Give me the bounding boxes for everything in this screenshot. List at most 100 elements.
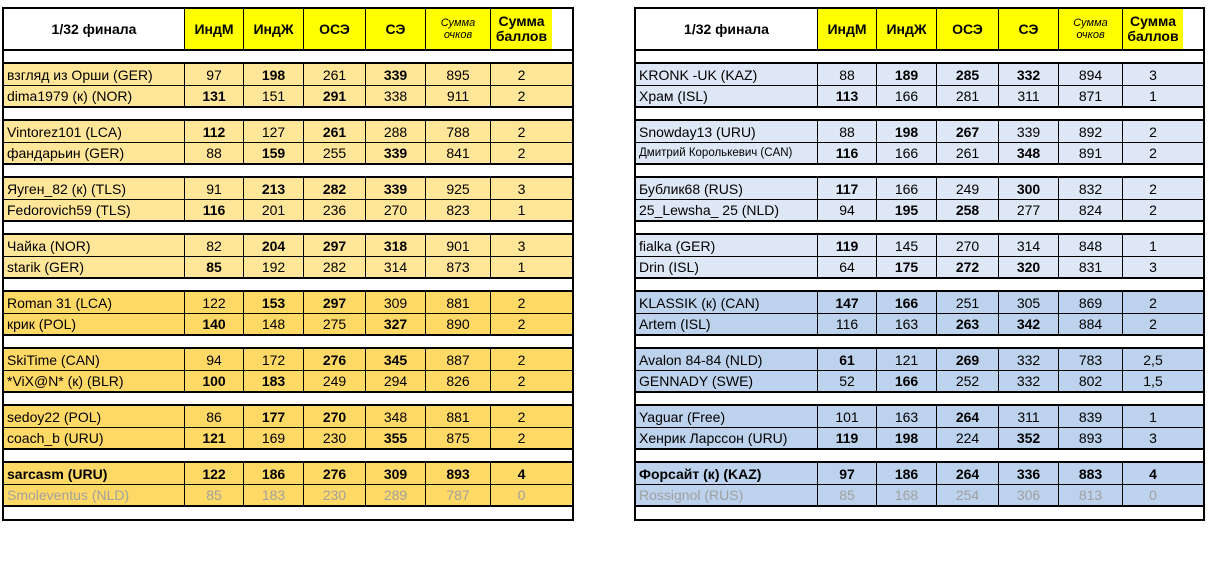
participant-name: Хенрик Ларссон (URU) [636, 428, 818, 448]
score-sum: 2 [517, 408, 526, 425]
ind-w-score: 192 [244, 257, 304, 277]
ind-w-score: 121 [877, 349, 937, 370]
ind-w-score: 189 [877, 64, 937, 85]
row-gap [4, 450, 572, 461]
ose-score: 272 [937, 257, 999, 277]
se-score: 342 [999, 314, 1059, 334]
participant-name: Drin (ISL) [636, 257, 818, 277]
ind-m-score: 131 [185, 86, 244, 106]
score-sum: 3 [517, 237, 526, 254]
row-gap [636, 507, 1203, 519]
ose-score: 263 [937, 314, 999, 334]
row-gap [636, 279, 1203, 290]
ind-m-score: 117 [818, 178, 877, 199]
points-sum: 925 [426, 178, 491, 199]
participant-name: SkiTime (CAN) [4, 349, 185, 370]
ind-w-score: 166 [877, 86, 937, 106]
score-sum: 1,5 [1143, 373, 1163, 389]
row-gap [636, 450, 1203, 461]
header-stage: 1/32 финала [636, 9, 818, 49]
header-col-1: ИндЖ [877, 9, 937, 49]
participant-name: Чайка (NOR) [4, 235, 185, 256]
points-sum: 871 [1059, 86, 1123, 106]
ose-score: 230 [304, 428, 366, 448]
ind-m-score: 82 [185, 235, 244, 256]
points-sum: 883 [1059, 463, 1123, 484]
ind-w-score: 177 [244, 406, 304, 427]
row-gap [636, 336, 1203, 347]
se-score: 294 [366, 371, 426, 391]
row-gap [4, 393, 572, 404]
se-score: 332 [999, 349, 1059, 370]
ose-score: 252 [937, 371, 999, 391]
participant-name: Vintorez101 (LCA) [4, 121, 185, 142]
participant-name: Snowday13 (URU) [636, 121, 818, 142]
se-score: 300 [999, 178, 1059, 199]
match-pair: KRONK -UK (KAZ) 88 189 285 332 894 3 Храм (ISL)… [636, 62, 1203, 108]
ose-score: 230 [304, 485, 366, 505]
score-sum: 2 [1149, 316, 1157, 332]
ose-score: 285 [937, 64, 999, 85]
ind-m-score: 88 [818, 121, 877, 142]
match-pair: SkiTime (CAN) 94 172 276 345 887 2 *ViX@N* (к) … [4, 347, 572, 393]
se-score: 332 [999, 371, 1059, 391]
match-pair: Яуген_82 (к) (TLS) 91 213 282 339 925 3 Fedorov… [4, 176, 572, 222]
se-score: 348 [999, 143, 1059, 163]
score-sum: 1 [517, 259, 526, 275]
ind-w-score: 201 [244, 200, 304, 220]
header-sum-score: Сумма баллов [491, 9, 552, 49]
se-score: 320 [999, 257, 1059, 277]
points-sum: 892 [1059, 121, 1123, 142]
score-sum: 1 [1149, 88, 1157, 104]
ind-m-score: 116 [818, 314, 877, 334]
score-sum: 4 [517, 465, 526, 482]
points-sum: 824 [1059, 200, 1123, 220]
points-sum: 895 [426, 64, 491, 85]
se-score: 332 [999, 64, 1059, 85]
ind-w-score: 213 [244, 178, 304, 199]
ind-m-score: 122 [185, 463, 244, 484]
ose-score: 261 [937, 143, 999, 163]
header-stage: 1/32 финала [4, 9, 185, 49]
ind-w-score: 183 [244, 371, 304, 391]
ind-m-score: 94 [185, 349, 244, 370]
ose-score: 269 [937, 349, 999, 370]
ind-w-score: 195 [877, 200, 937, 220]
score-sum: 3 [1149, 259, 1157, 275]
points-sum: 823 [426, 200, 491, 220]
match-pair: Форсайт (к) (KAZ) 97 186 264 336 883 4 Rossigno… [636, 461, 1203, 507]
participant-name: KRONK -UK (KAZ) [636, 64, 818, 85]
ose-score: 254 [937, 485, 999, 505]
ind-m-score: 94 [818, 200, 877, 220]
ose-score: 249 [304, 371, 366, 391]
participant-name: sedoy22 (POL) [4, 406, 185, 427]
ind-w-score: 148 [244, 314, 304, 334]
participant-name: *ViX@N* (к) (BLR) [4, 371, 185, 391]
score-sum: 0 [517, 487, 526, 503]
header-pts-line2: баллов [495, 28, 548, 44]
se-score: 339 [366, 143, 426, 163]
se-score: 336 [999, 463, 1059, 484]
match-pair: Vintorez101 (LCA) 112 127 261 288 788 2 фандарь… [4, 119, 572, 165]
participant-name: Бублик68 (RUS) [636, 178, 818, 199]
table-row: GENNADY (SWE) 52 166 252 332 802 1,5 [636, 370, 1203, 391]
table-row: Rossignol (RUS) 85 168 254 306 813 0 [636, 484, 1203, 505]
score-sum: 2 [517, 145, 526, 161]
se-score: 327 [366, 314, 426, 334]
header-sum-line1: Сумма [1073, 17, 1108, 29]
ind-m-score: 85 [185, 485, 244, 505]
score-sum: 2 [1149, 294, 1157, 311]
table-row: fialka (GER) 119 145 270 314 848 1 [636, 235, 1203, 256]
score-sum: 2 [517, 351, 526, 368]
table-row: крик (POL) 140 148 275 327 890 2 [4, 313, 572, 334]
match-pair: взгляд из Орши (GER) 97 198 261 339 895 2 dima1… [4, 62, 572, 108]
participant-name: dima1979 (к) (NOR) [4, 86, 185, 106]
points-sum: 831 [1059, 257, 1123, 277]
score-sum: 2 [1149, 180, 1157, 197]
participant-name: фандарьин (GER) [4, 143, 185, 163]
se-score: 348 [366, 406, 426, 427]
points-sum: 839 [1059, 406, 1123, 427]
ose-score: 282 [304, 257, 366, 277]
table-row: Avalon 84-84 (NLD) 61 121 269 332 783 2,5 [636, 349, 1203, 370]
participant-name: 25_Lewsha_ 25 (NLD) [636, 200, 818, 220]
